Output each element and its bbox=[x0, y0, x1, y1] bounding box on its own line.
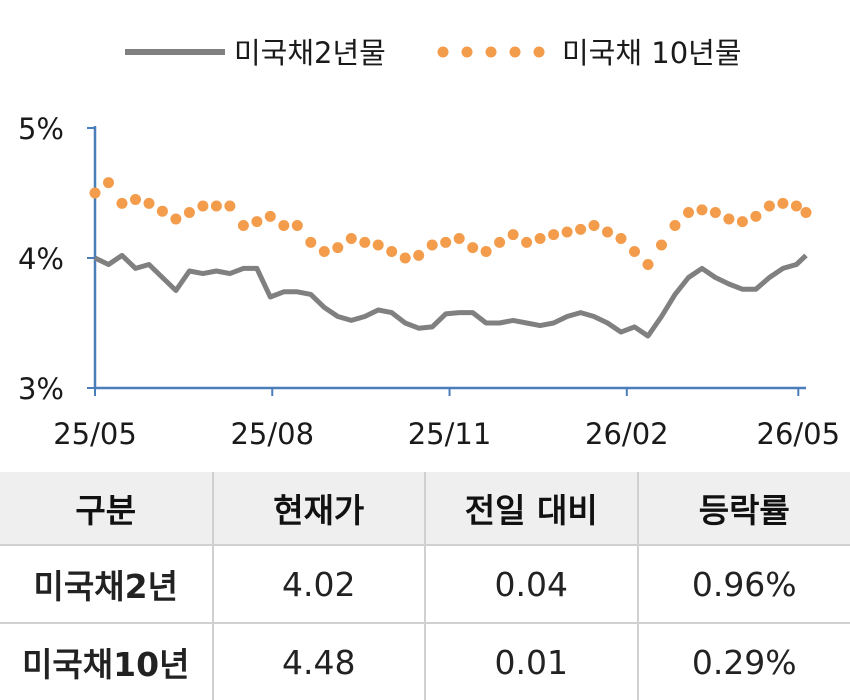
data-point-10y bbox=[670, 220, 681, 231]
data-point-10y bbox=[710, 207, 721, 218]
data-point-10y bbox=[305, 237, 316, 248]
y-tick-label: 3% bbox=[18, 372, 64, 406]
data-point-10y bbox=[723, 214, 734, 225]
data-point-10y bbox=[643, 259, 654, 270]
data-point-10y bbox=[265, 211, 276, 222]
row-name: 미국채2년 bbox=[0, 545, 213, 623]
header-change: 전일 대비 bbox=[425, 472, 638, 545]
table-row: 미국채10년 4.48 0.01 0.29% bbox=[0, 623, 850, 700]
data-point-10y bbox=[629, 246, 640, 257]
legend-dot bbox=[438, 47, 449, 58]
data-point-10y bbox=[211, 201, 222, 212]
legend-label-10y: 미국채 10년물 bbox=[562, 36, 742, 70]
row-rate: 0.29% bbox=[638, 623, 850, 700]
data-point-10y bbox=[319, 246, 330, 257]
data-point-10y bbox=[467, 242, 478, 253]
header-category: 구분 bbox=[0, 472, 213, 545]
data-point-10y bbox=[251, 216, 262, 227]
data-point-10y bbox=[508, 229, 519, 240]
data-point-10y bbox=[801, 207, 812, 218]
data-point-10y bbox=[602, 227, 613, 238]
data-point-10y bbox=[144, 198, 155, 209]
data-point-10y bbox=[481, 246, 492, 257]
data-point-10y bbox=[90, 188, 101, 199]
series-line-2y bbox=[95, 255, 806, 336]
data-point-10y bbox=[130, 194, 141, 205]
data-point-10y bbox=[157, 206, 168, 217]
data-point-10y bbox=[184, 207, 195, 218]
data-point-10y bbox=[764, 201, 775, 212]
legend-swatch-10y bbox=[438, 47, 545, 58]
data-point-10y bbox=[332, 242, 343, 253]
row-rate: 0.96% bbox=[638, 545, 850, 623]
row-change: 0.01 bbox=[425, 623, 638, 700]
data-point-10y bbox=[117, 198, 128, 209]
legend-dot bbox=[486, 47, 497, 58]
data-point-10y bbox=[697, 204, 708, 215]
x-tick-label: 25/11 bbox=[408, 417, 492, 451]
data-point-10y bbox=[103, 177, 114, 188]
data-point-10y bbox=[224, 201, 235, 212]
series-dots-10y bbox=[90, 177, 812, 270]
data-point-10y bbox=[737, 216, 748, 227]
row-price: 4.48 bbox=[213, 623, 426, 700]
header-price: 현재가 bbox=[213, 472, 426, 545]
table-row: 미국채2년 4.02 0.04 0.96% bbox=[0, 545, 850, 623]
x-ticks: 25/05 25/08 25/11 26/02 26/05 bbox=[53, 388, 840, 451]
data-point-10y bbox=[750, 211, 761, 222]
data-point-10y bbox=[400, 253, 411, 264]
header-rate: 등락률 bbox=[638, 472, 850, 545]
data-point-10y bbox=[616, 233, 627, 244]
x-tick-label: 25/08 bbox=[230, 417, 314, 451]
data-point-10y bbox=[413, 250, 424, 261]
data-point-10y bbox=[575, 224, 586, 235]
legend-dot bbox=[510, 47, 521, 58]
data-point-10y bbox=[197, 201, 208, 212]
data-point-10y bbox=[589, 220, 600, 231]
x-tick-label: 26/05 bbox=[757, 417, 841, 451]
legend-dot bbox=[534, 47, 545, 58]
data-point-10y bbox=[440, 237, 451, 248]
y-ticks: 5% 4% 3% bbox=[18, 112, 95, 406]
data-point-10y bbox=[454, 233, 465, 244]
data-point-10y bbox=[359, 237, 370, 248]
data-point-10y bbox=[791, 201, 802, 212]
data-point-10y bbox=[427, 240, 438, 251]
data-point-10y bbox=[521, 237, 532, 248]
row-change: 0.04 bbox=[425, 545, 638, 623]
data-point-10y bbox=[548, 229, 559, 240]
row-name: 미국채10년 bbox=[0, 623, 213, 700]
legend-label-2y: 미국채2년물 bbox=[234, 36, 386, 70]
x-tick-label: 25/05 bbox=[53, 417, 137, 451]
data-point-10y bbox=[656, 240, 667, 251]
data-point-10y bbox=[292, 220, 303, 231]
y-tick-label: 4% bbox=[18, 242, 64, 276]
data-point-10y bbox=[373, 240, 384, 251]
row-price: 4.02 bbox=[213, 545, 426, 623]
data-point-10y bbox=[346, 233, 357, 244]
data-point-10y bbox=[238, 220, 249, 231]
data-point-10y bbox=[278, 220, 289, 231]
x-tick-label: 26/02 bbox=[585, 417, 669, 451]
table-header-row: 구분 현재가 전일 대비 등락률 bbox=[0, 472, 850, 545]
y-tick-label: 5% bbox=[18, 112, 64, 146]
legend-dot bbox=[462, 47, 473, 58]
data-point-10y bbox=[170, 214, 181, 225]
data-point-10y bbox=[777, 198, 788, 209]
data-point-10y bbox=[535, 233, 546, 244]
data-point-10y bbox=[562, 227, 573, 238]
data-point-10y bbox=[683, 207, 694, 218]
yield-chart: 미국채2년물 미국채 10년물 5% 4% 3% 25/05 25/08 25/11 26… bbox=[0, 0, 850, 470]
quote-table: 구분 현재가 전일 대비 등락률 미국채2년 4.02 0.04 0.96% 미… bbox=[0, 472, 850, 700]
legend: 미국채2년물 미국채 10년물 bbox=[125, 36, 742, 70]
data-point-10y bbox=[386, 246, 397, 257]
data-point-10y bbox=[494, 237, 505, 248]
